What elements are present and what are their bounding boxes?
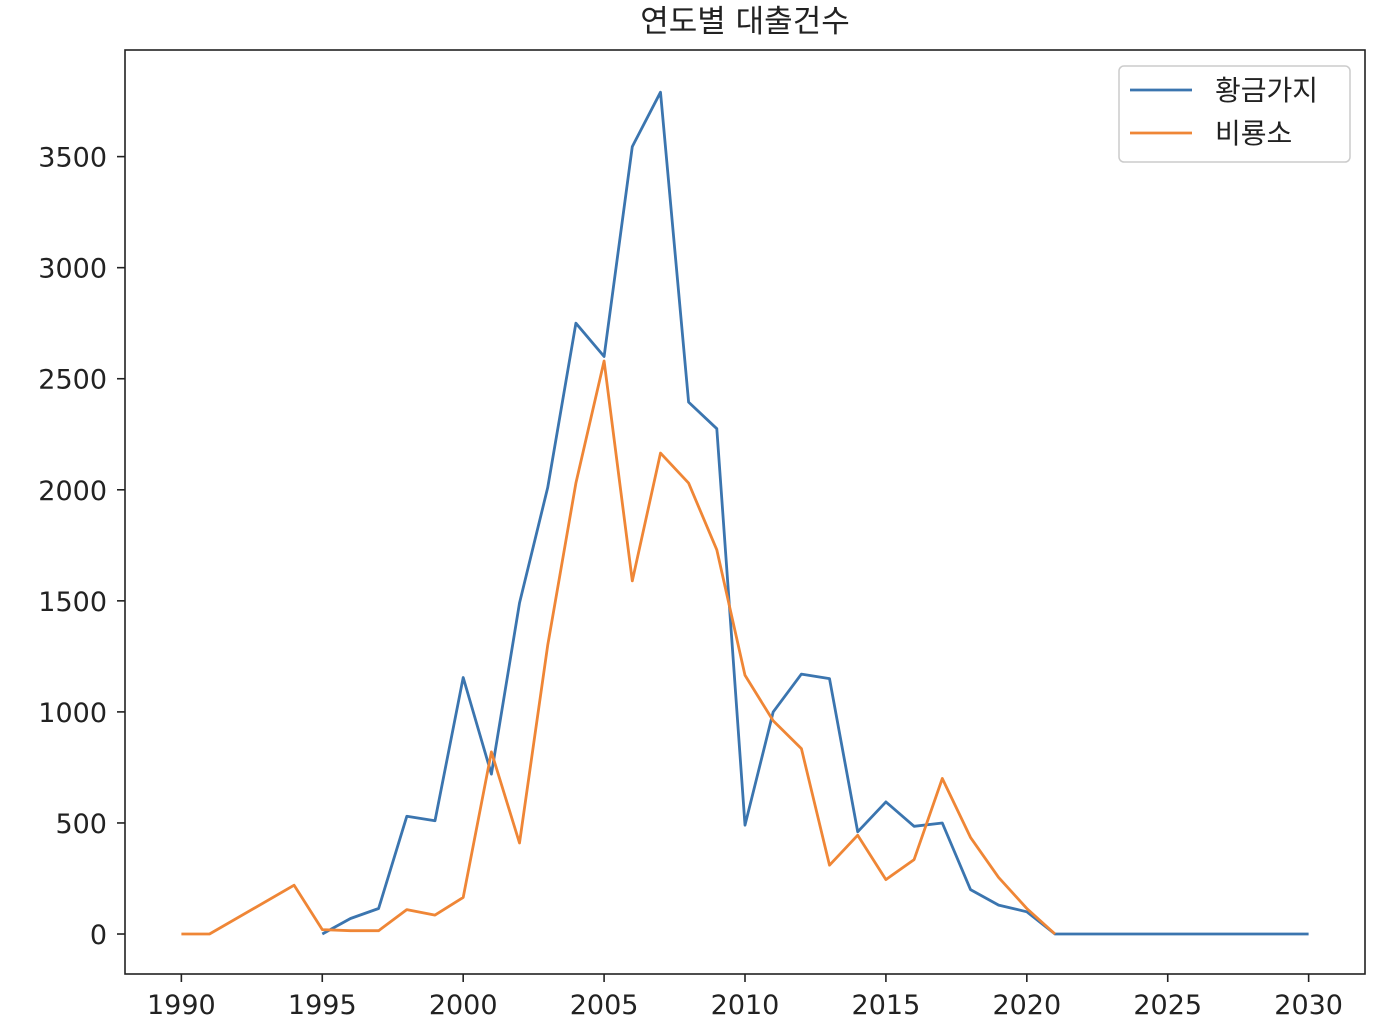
y-tick-label: 0 — [90, 920, 107, 951]
series-line-1 — [181, 359, 1056, 936]
chart-title: 연도별 대출건수 — [640, 4, 850, 40]
x-tick-label: 2015 — [852, 990, 921, 1021]
y-tick-label: 2000 — [38, 476, 107, 507]
y-tick-label: 500 — [55, 809, 107, 840]
x-tick-label: 2025 — [1133, 990, 1202, 1021]
y-tick-label: 3500 — [38, 143, 107, 174]
x-tick-label: 2000 — [429, 990, 498, 1021]
y-tick-label: 2500 — [38, 365, 107, 396]
legend-label: 황금가지 — [1215, 74, 1318, 107]
y-tick-label: 1500 — [38, 587, 107, 618]
y-tick-label: 1000 — [38, 698, 107, 729]
x-tick-label: 2010 — [711, 990, 780, 1021]
plot-lines — [181, 90, 1309, 936]
legend-label: 비룡소 — [1215, 117, 1292, 150]
x-axis: 1990 1995 2000 2005 2010 2015 2020 2025 2030 — [147, 974, 1343, 1021]
x-tick-label: 2020 — [992, 990, 1061, 1021]
x-tick-label: 2005 — [570, 990, 639, 1021]
y-axis: 0 500 1000 1500 2000 2500 3000 3500 — [38, 143, 125, 951]
series-line-0 — [321, 90, 1309, 936]
axes-frame — [124, 49, 1366, 975]
x-tick-label: 1990 — [147, 990, 216, 1021]
x-tick-label: 1995 — [288, 990, 357, 1021]
y-tick-label: 3000 — [38, 254, 107, 285]
x-tick-label: 2030 — [1274, 990, 1343, 1021]
